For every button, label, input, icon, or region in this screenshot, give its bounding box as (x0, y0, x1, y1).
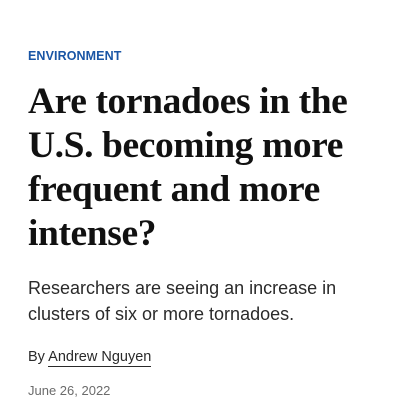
publish-date: June 26, 2022 (28, 383, 111, 398)
section-label-link[interactable]: ENVIRONMENT (28, 49, 122, 63)
article-headline: Are tornadoes in the U.S. becoming more … (28, 81, 348, 254)
author-link[interactable]: Andrew Nguyen (48, 349, 152, 367)
article-subheadline: Researchers are seeing an increase in cl… (28, 278, 337, 324)
byline-prefix: By (28, 349, 49, 365)
byline: By Andrew Nguyen (28, 348, 152, 367)
